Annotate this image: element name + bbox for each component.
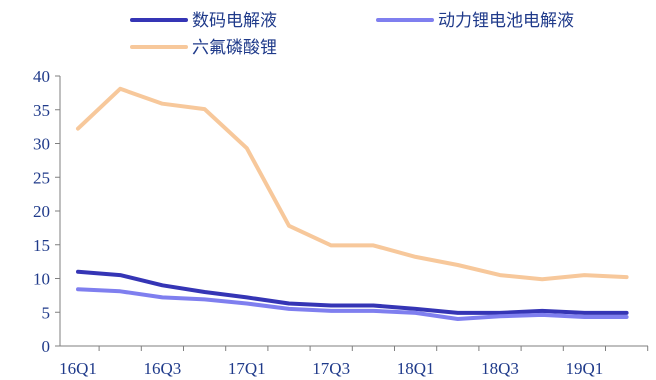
y-tick-label: 40 — [33, 67, 50, 86]
legend-label-1: 动力锂电池电解液 — [438, 11, 574, 31]
y-tick-label: 25 — [33, 168, 50, 187]
x-tick-label: 18Q1 — [397, 359, 435, 378]
y-tick-label: 5 — [42, 303, 51, 322]
legend-label-2: 六氟磷酸锂 — [192, 38, 277, 58]
y-tick-label: 30 — [33, 135, 50, 154]
series-line-0 — [76, 269, 629, 315]
x-tick-label: 18Q3 — [481, 359, 519, 378]
x-tick-label: 17Q1 — [228, 359, 266, 378]
series-line-1 — [76, 287, 629, 321]
x-tick-label: 19Q1 — [566, 359, 604, 378]
y-tick-label: 35 — [33, 101, 50, 120]
series-line-2 — [76, 86, 629, 282]
x-axis-ticks: 16Q1 16Q3 17Q1 17Q3 18Q1 18Q3 19Q1 — [59, 346, 649, 378]
x-tick-label: 16Q1 — [59, 359, 97, 378]
y-tick-label: 0 — [42, 337, 51, 356]
legend-label-0: 数码电解液 — [192, 11, 277, 31]
y-tick-label: 20 — [33, 202, 50, 221]
series-lines — [76, 86, 629, 321]
y-tick-label: 10 — [33, 270, 50, 289]
y-axis-ticks: 0 5 10 15 20 25 30 35 40 — [33, 67, 60, 356]
x-tick-label: 17Q3 — [312, 359, 350, 378]
y-tick-label: 15 — [33, 236, 50, 255]
x-tick-label: 16Q3 — [144, 359, 182, 378]
